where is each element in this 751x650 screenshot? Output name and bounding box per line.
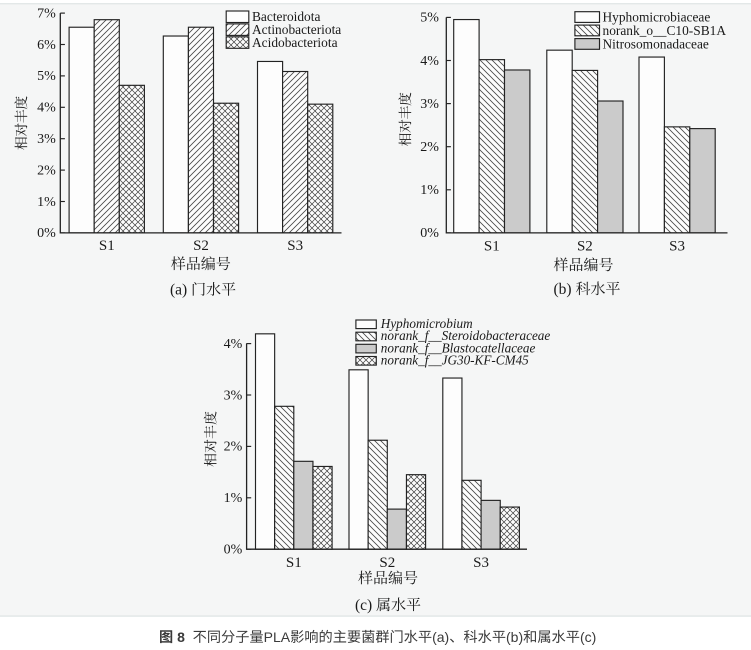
svg-text:S2: S2 — [577, 239, 593, 255]
svg-text:3%: 3% — [420, 97, 439, 112]
svg-text:0%: 0% — [37, 226, 56, 241]
svg-text:Actinobacteriota: Actinobacteriota — [252, 22, 341, 37]
svg-text:S2: S2 — [379, 555, 395, 571]
svg-text:S3: S3 — [473, 555, 489, 571]
svg-text:1%: 1% — [37, 195, 56, 210]
svg-text:Nitrosomonadaceae: Nitrosomonadaceae — [603, 36, 709, 51]
svg-text:norank_f__JG30-KF-CM45: norank_f__JG30-KF-CM45 — [381, 353, 529, 368]
svg-text:Hyphomicrobium: Hyphomicrobium — [380, 316, 473, 331]
svg-text:(b): (b) — [506, 629, 523, 645]
svg-text:1%: 1% — [224, 491, 243, 506]
svg-text:(a): (a) — [170, 282, 191, 299]
svg-text:Acidobacteriota: Acidobacteriota — [252, 35, 338, 50]
svg-text:S1: S1 — [99, 238, 115, 254]
svg-text:S3: S3 — [287, 238, 303, 254]
svg-text:5%: 5% — [37, 69, 56, 84]
svg-text:Hyphomicrobiaceae: Hyphomicrobiaceae — [603, 10, 711, 25]
svg-text:S1: S1 — [484, 239, 500, 255]
svg-text:PLA: PLA — [264, 629, 291, 645]
svg-text:7%: 7% — [37, 6, 56, 21]
svg-text:6%: 6% — [37, 38, 56, 53]
svg-text:4%: 4% — [420, 54, 439, 69]
svg-text:2%: 2% — [37, 163, 56, 178]
svg-text:norank_f__Blastocatellaceae: norank_f__Blastocatellaceae — [381, 340, 536, 355]
svg-text:3%: 3% — [37, 132, 56, 147]
svg-text:8: 8 — [173, 629, 185, 645]
svg-text:5%: 5% — [420, 11, 439, 26]
svg-text:1%: 1% — [420, 183, 439, 198]
svg-text:2%: 2% — [420, 140, 439, 155]
svg-text:3%: 3% — [224, 388, 243, 403]
svg-text:norank_f__Steroidobacteraceae: norank_f__Steroidobacteraceae — [381, 328, 551, 343]
svg-text:4%: 4% — [224, 337, 243, 352]
svg-text:S2: S2 — [193, 238, 209, 254]
svg-text:(c): (c) — [580, 629, 596, 645]
svg-text:4%: 4% — [37, 101, 56, 116]
svg-text:(b): (b) — [554, 281, 576, 298]
svg-text:S1: S1 — [286, 555, 302, 571]
svg-text:Bacteroidota: Bacteroidota — [252, 9, 320, 24]
svg-text:0%: 0% — [224, 543, 243, 558]
svg-text:0%: 0% — [420, 226, 439, 241]
svg-text:2%: 2% — [224, 440, 243, 455]
svg-text:(a): (a) — [432, 629, 449, 645]
svg-text:norank_o__C10-SB1A: norank_o__C10-SB1A — [603, 23, 727, 38]
svg-text:S3: S3 — [669, 239, 685, 255]
svg-text:(c): (c) — [355, 597, 376, 614]
